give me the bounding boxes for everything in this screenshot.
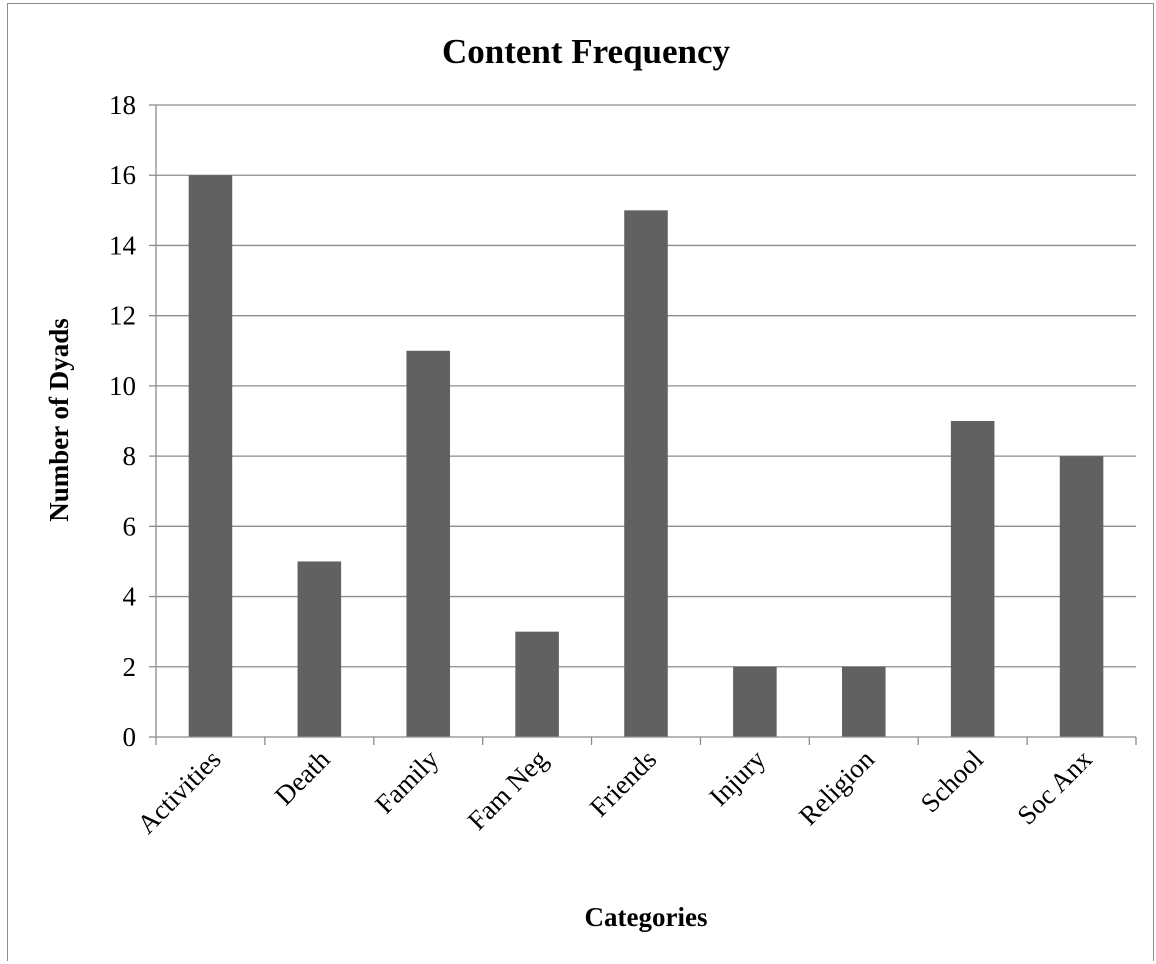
chart-title: Content Frequency: [442, 32, 731, 71]
y-tick-label: 16: [109, 160, 136, 190]
x-category-label: Friends: [584, 744, 662, 822]
bar-death: [297, 561, 342, 737]
y-tick-label: 10: [109, 371, 136, 401]
x-category-label: School: [915, 744, 989, 818]
x-category-label: Fam Neg: [462, 744, 554, 836]
y-tick-label: 2: [123, 652, 137, 682]
y-tick-label: 8: [123, 441, 137, 471]
x-category-labels: Activities Death Family Fam Neg Friends Injur…: [131, 744, 1098, 840]
y-tick-label: 6: [123, 511, 137, 541]
y-tick-labels: 0 2 4 6 8 10 12 14 16 18: [109, 90, 137, 752]
x-category-label: Activities: [131, 744, 226, 839]
axes: [149, 104, 1137, 745]
x-axis-title: Categories: [585, 902, 708, 932]
y-tick-label: 0: [123, 722, 137, 752]
y-axis-title: Number of Dyads: [44, 318, 74, 522]
bar-soc-anx: [1059, 456, 1104, 737]
bar-school: [950, 421, 995, 737]
bar-friends: [624, 210, 668, 738]
y-tick-label: 14: [109, 230, 137, 260]
bar-fam-neg: [515, 631, 559, 737]
bar-injury: [733, 666, 777, 737]
x-category-label: Religion: [793, 744, 880, 831]
bar-activities: [188, 175, 233, 737]
y-tick-label: 4: [123, 582, 137, 612]
bar-religion: [842, 666, 886, 737]
x-category-label: Injury: [703, 744, 771, 812]
x-category-label: Family: [369, 744, 445, 820]
y-tick-label: 12: [109, 301, 136, 331]
x-category-label: Soc Anx: [1011, 744, 1098, 831]
bars: [188, 175, 1104, 738]
bar-family: [406, 350, 450, 737]
y-tick-label: 18: [109, 90, 136, 120]
x-category-label: Death: [269, 744, 336, 811]
